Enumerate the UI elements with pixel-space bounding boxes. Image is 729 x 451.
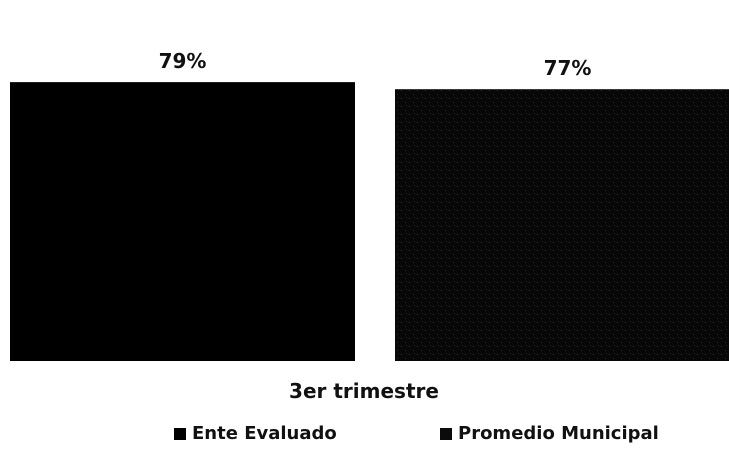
legend-swatch-promedio-municipal	[440, 427, 452, 440]
x-tick-label: 3er trimestre	[289, 379, 439, 403]
data-label-ente-evaluado: 79%	[159, 49, 207, 73]
category-labels-group: 3er trimestre	[289, 379, 439, 403]
legend-swatch-ente-evaluado	[174, 427, 186, 440]
bars-group	[10, 82, 729, 361]
legend: Ente Evaluado Promedio Municipal	[0, 423, 729, 451]
legend-label-ente-evaluado: Ente Evaluado	[192, 423, 337, 444]
legend-item-ente-evaluado: Ente Evaluado	[174, 423, 337, 444]
data-label-promedio-municipal: 77%	[544, 56, 592, 80]
legend-label-promedio-municipal: Promedio Municipal	[458, 423, 659, 444]
value-labels-group: 79% 77%	[159, 49, 592, 80]
bar-promedio-municipal	[395, 89, 729, 361]
legend-item-promedio-municipal: Promedio Municipal	[440, 423, 659, 444]
bar-ente-evaluado	[10, 82, 355, 361]
